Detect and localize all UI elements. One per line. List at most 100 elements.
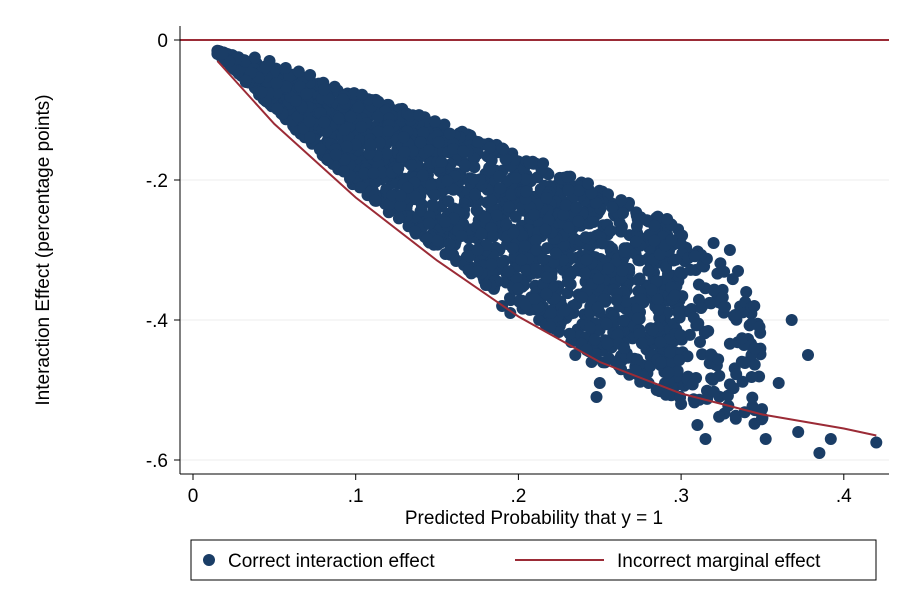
- scatter-point: [661, 213, 674, 225]
- scatter-point: [421, 232, 434, 245]
- scatter-point: [397, 131, 410, 144]
- scatter-point: [372, 95, 385, 108]
- axes: 0 -.2 -.4 -.6 0 .1 .2 .3 .4: [146, 26, 889, 507]
- scatter-point: [785, 314, 798, 326]
- scatter-point: [650, 384, 663, 396]
- scatter-point: [584, 321, 597, 334]
- scatter-point: [802, 349, 814, 361]
- scatter-point: [671, 364, 684, 377]
- scatter-point: [415, 204, 428, 217]
- scatter-point: [870, 436, 883, 449]
- scatter-point: [371, 110, 384, 123]
- scatter-point: [416, 169, 429, 182]
- scatter-point: [648, 234, 661, 247]
- scatter-point: [736, 332, 748, 345]
- scatter-point: [512, 282, 525, 295]
- scatter-point: [493, 170, 505, 183]
- scatter-point: [617, 207, 629, 220]
- scatter-point: [631, 302, 644, 315]
- scatter-point: [337, 165, 350, 178]
- scatter-point: [596, 237, 609, 250]
- scatter-point: [376, 166, 388, 179]
- scatter-point: [537, 253, 550, 266]
- scatter-point: [439, 216, 452, 228]
- scatter-point: [749, 342, 762, 355]
- legend-marker-correct: [203, 554, 215, 566]
- scatter-point: [719, 300, 732, 313]
- scatter-point: [413, 109, 425, 122]
- scatter-point: [684, 263, 697, 276]
- scatter-point: [398, 146, 411, 158]
- scatter-point: [662, 366, 675, 379]
- scatter-point: [363, 147, 376, 160]
- scatter-point: [561, 170, 574, 183]
- scatter-point: [320, 125, 333, 138]
- scatter-point: [519, 173, 532, 186]
- scatter-point: [604, 224, 617, 237]
- x-axis-title: Predicted Probability that y = 1: [405, 508, 663, 529]
- scatter-point: [530, 263, 542, 276]
- scatter-point: [372, 125, 385, 138]
- scatter-point: [746, 391, 759, 404]
- scatter-point: [508, 153, 521, 166]
- scatter-point: [707, 237, 720, 249]
- scatter-point: [629, 235, 642, 248]
- scatter-point: [502, 265, 515, 278]
- scatter-point: [539, 223, 552, 236]
- scatter-point: [470, 204, 483, 217]
- scatter-point: [355, 181, 368, 194]
- scatter-point: [352, 101, 365, 114]
- scatter-point: [652, 304, 665, 316]
- scatter-point: [428, 189, 441, 201]
- scatter-point: [270, 77, 283, 90]
- scatter-point: [438, 118, 451, 131]
- scatter-point: [270, 86, 283, 99]
- scatter-point: [712, 353, 725, 366]
- scatter-point: [696, 348, 709, 361]
- scatter-point: [569, 349, 582, 361]
- scatter-point: [540, 287, 553, 300]
- scatter-point: [601, 337, 614, 350]
- scatter-point: [380, 147, 393, 160]
- scatter-point: [688, 250, 701, 263]
- scatter-point: [732, 265, 744, 277]
- scatter-point: [672, 306, 685, 319]
- scatter-point: [403, 109, 416, 122]
- scatter-point: [615, 225, 627, 238]
- scatter-point: [659, 388, 672, 401]
- scatter-point: [463, 250, 476, 263]
- scatter-point: [740, 286, 753, 298]
- scatter-point: [590, 391, 603, 403]
- scatter-point: [541, 242, 554, 255]
- scatter-point: [642, 264, 655, 277]
- scatter-point: [279, 62, 292, 74]
- scatter-point: [520, 264, 533, 277]
- scatter-point: [423, 217, 436, 230]
- scatter-point: [496, 142, 509, 155]
- scatter-point: [618, 342, 631, 354]
- scatter-point: [506, 242, 519, 255]
- scatter-point: [443, 238, 456, 251]
- scatter-point: [600, 318, 613, 331]
- scatter-point: [706, 373, 719, 386]
- scatter-point: [615, 194, 628, 207]
- scatter-point: [699, 433, 712, 445]
- scatter-point: [300, 88, 313, 100]
- scatter-point: [631, 312, 644, 325]
- scatter-point: [635, 337, 648, 350]
- scatter-point: [618, 245, 631, 258]
- scatter-point: [408, 190, 421, 203]
- scatter-point: [392, 162, 405, 175]
- scatter-point: [255, 86, 268, 99]
- scatter-point: [441, 174, 454, 187]
- scatter-point: [472, 136, 485, 148]
- scatter-point: [457, 145, 470, 158]
- scatter-point: [509, 210, 522, 223]
- scatter-point: [610, 356, 622, 368]
- scatter-point: [467, 173, 480, 186]
- scatter-point: [579, 231, 592, 244]
- legend-label-incorrect: Incorrect marginal effect: [617, 551, 821, 572]
- scatter-point: [427, 199, 440, 212]
- scatter-point: [340, 140, 353, 153]
- scatter-point: [475, 227, 488, 240]
